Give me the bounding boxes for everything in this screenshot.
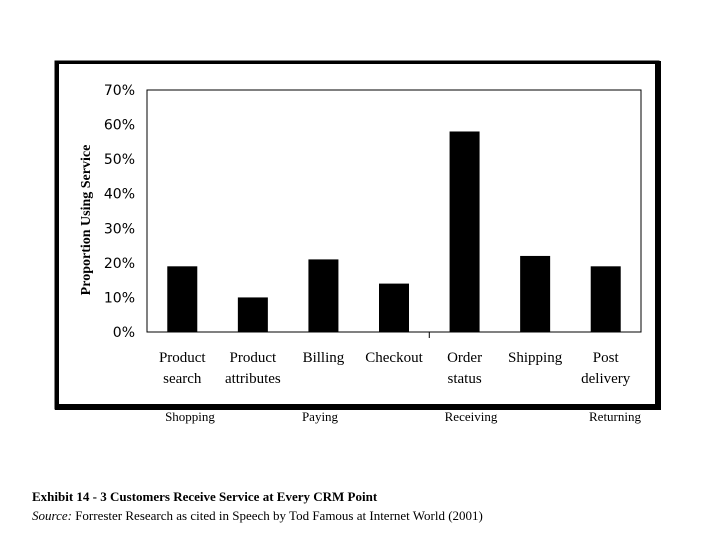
category-label: delivery [581,371,631,387]
y-tick-label: 40% [104,187,135,203]
exhibit-caption: Exhibit 14 - 3 Customers Receive Service… [32,489,378,504]
y-tick-label: 70% [104,83,135,99]
bar [590,266,621,332]
stage-labels: Shopping Paying Receiving Returning [165,409,641,424]
stage-label: Shopping [165,409,215,424]
stage-label: Receiving [445,409,498,424]
category-label: Product [159,350,206,366]
y-tick-label: 30% [104,221,135,237]
source-text: Forrester Research as cited in Speech by… [71,508,483,523]
bar [237,297,268,332]
category-label: Billing [303,350,345,366]
category-label: Checkout [365,350,423,366]
frame-shadow-bottom [55,404,661,410]
bar [520,255,551,332]
stage-label: Returning [589,409,641,424]
source-caption: Source: Forrester Research as cited in S… [32,508,483,524]
bars [167,131,621,338]
bar [449,131,480,332]
category-label: Order [447,350,482,366]
frame-shadow-right [655,61,661,410]
y-tick-label: 10% [104,290,135,306]
bar [308,259,339,332]
source-label: Source: [32,508,72,523]
category-label: Shipping [508,350,563,366]
bar [379,283,409,332]
category-label: attributes [225,371,281,387]
stage-label: Paying [302,409,339,424]
category-label: search [163,371,202,387]
frame-shadow-top [55,61,661,64]
category-label: Product [230,350,277,366]
y-tick-label: 20% [104,256,135,272]
category-labels: Product search Product attributes Billing Che… [159,350,631,387]
category-label: status [447,371,481,387]
y-tick-label: 50% [104,152,135,168]
bar [167,266,198,332]
y-axis-label: Proportion Using Service [79,145,94,296]
y-tick-label: 0% [113,325,135,341]
y-tick-label: 60% [104,118,135,134]
category-label: Post [593,350,620,366]
frame-shadow-left [55,61,59,410]
y-tick-labels: 0% 10% 20% 30% 40% 50% 60% 70% [104,83,135,341]
